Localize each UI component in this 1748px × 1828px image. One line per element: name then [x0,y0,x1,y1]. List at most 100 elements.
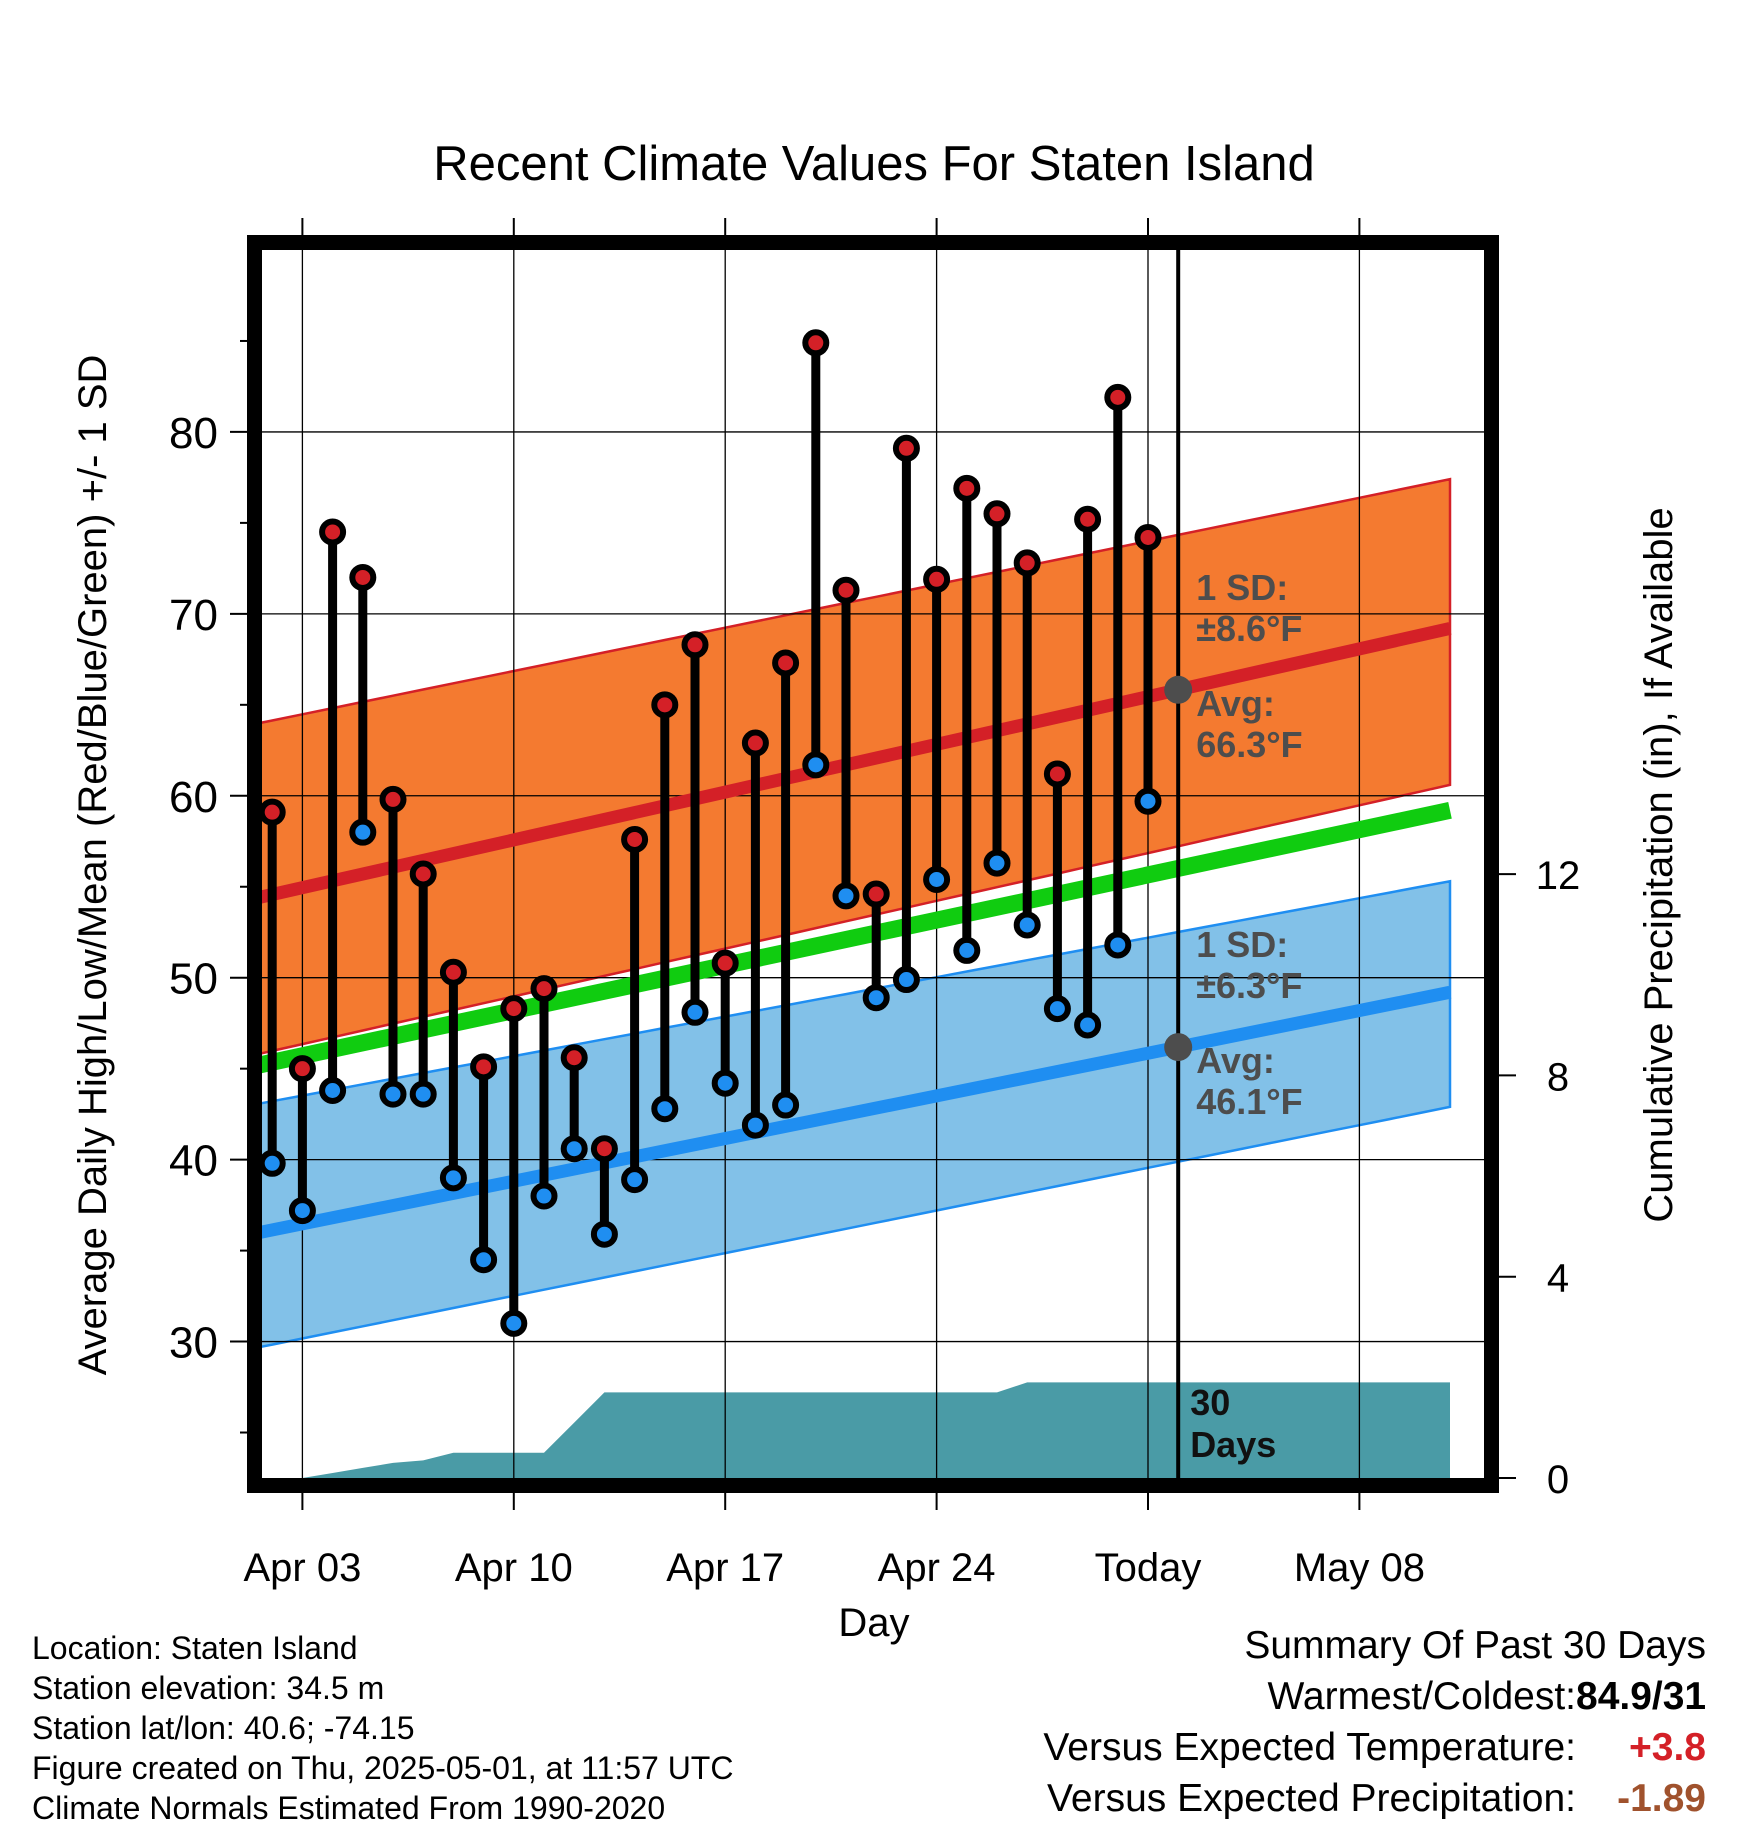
high-avg-label: Avg: [1196,683,1275,724]
low-avg-value: 46.1°F [1196,1081,1302,1122]
y2-axis-label: Cumulative Precipitation (in), If Availa… [1637,507,1681,1222]
high-point [1074,505,1102,533]
low-point [772,1091,800,1119]
low-point [349,818,377,846]
warmest-coldest-label: Warmest/Coldest: [1267,1675,1576,1718]
low-point [862,984,890,1012]
plot-frame [247,235,1499,1493]
chart-title: Recent Climate Values For Staten Island [433,137,1315,191]
created-text: Figure created on Thu, 2025-05-01, at 11… [32,1750,734,1786]
low-point [711,1069,739,1097]
y-tick-label: 60 [169,773,218,822]
warmest-coldest-value: 84.9/31 [1576,1675,1707,1718]
high-point [1013,549,1041,577]
low-point [832,882,860,910]
today-low-avg-marker [1164,1033,1193,1062]
high-point [772,649,800,677]
high-point [1134,523,1162,551]
high-point [530,975,558,1003]
station-info: Location: Staten Island Station elevatio… [32,1628,733,1828]
high-point [862,880,890,908]
high-point [1043,760,1071,788]
y-tick-label: 50 [169,955,218,1004]
low-point [409,1080,437,1108]
high-point [379,785,407,813]
low-avg-label: Avg: [1196,1040,1275,1081]
high-point [892,434,920,462]
high-point [500,995,528,1023]
low-point [983,849,1011,877]
elevation-text: Station elevation: 34.5 m [32,1670,385,1706]
high-avg-value: 66.3°F [1196,724,1302,765]
low-point [892,966,920,994]
high-point [590,1135,618,1163]
low-point [530,1182,558,1210]
high-point [560,1044,588,1072]
low-sd-label: 1 SD: [1196,924,1288,965]
temp-anomaly-label: Versus Expected Temperature: [1043,1726,1576,1769]
x-tick-label: Apr 03 [243,1546,361,1590]
low-point [802,751,830,779]
high-point [470,1053,498,1081]
summary-heading: Summary Of Past 30 Days [1244,1624,1706,1667]
normal-low-line [262,985,1452,1239]
high-point [681,631,709,659]
high-point [711,949,739,977]
latlon-text: Station lat/lon: 40.6; -74.15 [32,1710,415,1746]
location-text: Location: Staten Island [32,1630,358,1666]
low-point [681,998,709,1026]
high-point [953,474,981,502]
low-point [621,1166,649,1194]
high-point [439,958,467,986]
high-point [621,825,649,853]
low-point [319,1076,347,1104]
x-axis-label: Day [838,1601,909,1645]
x-tick-label: Apr 24 [878,1546,996,1590]
high-point [319,518,347,546]
high-point [832,576,860,604]
high-point [802,329,830,357]
high-point [1104,383,1132,411]
low-point [1013,911,1041,939]
plot-area [262,250,1484,1478]
low-point [379,1080,407,1108]
low-point [262,1149,286,1177]
high-sd-label: 1 SD: [1196,567,1288,608]
y2-tick-label: 4 [1547,1257,1569,1301]
low-point [590,1220,618,1248]
y2-tick-label: 0 [1547,1458,1569,1502]
today-high-avg-marker [1164,675,1193,704]
x-tick-label: Apr 10 [455,1546,573,1590]
x-tick-label: Apr 17 [666,1546,784,1590]
low-point [500,1309,528,1337]
low-point [1134,787,1162,815]
y2-tick-label: 8 [1547,1055,1569,1099]
y-tick-label: 30 [169,1319,218,1368]
high-point [923,565,951,593]
low-point [470,1246,498,1274]
y-axis-label: Average Daily High/Low/Mean (Red/Blue/Gr… [71,355,115,1376]
y-tick-label: 80 [169,409,218,458]
summary-panel: Summary Of Past 30 Days Warmest/Coldest:… [1043,1620,1706,1824]
normals-text: Climate Normals Estimated From 1990-2020 [32,1790,666,1826]
y2-tick-label: 12 [1536,854,1581,898]
precip-area [262,1382,1450,1478]
low-point [1074,1011,1102,1039]
high-point [983,500,1011,528]
y-tick-label: 40 [169,1137,218,1186]
low-point [651,1095,679,1123]
normal-mean-line [262,802,1452,1074]
low-point [1104,931,1132,959]
low-point [923,865,951,893]
low-point [439,1164,467,1192]
temp-anomaly-value: +3.8 [1629,1726,1706,1769]
high-point [741,729,769,757]
window-length-number: 30 [1190,1382,1230,1423]
precip-anomaly-value: -1.89 [1617,1777,1706,1820]
high-point [288,1055,316,1083]
low-point [1043,995,1071,1023]
x-tick-label: Today [1095,1546,1202,1590]
high-point [262,798,286,826]
window-length-unit: Days [1190,1424,1276,1465]
